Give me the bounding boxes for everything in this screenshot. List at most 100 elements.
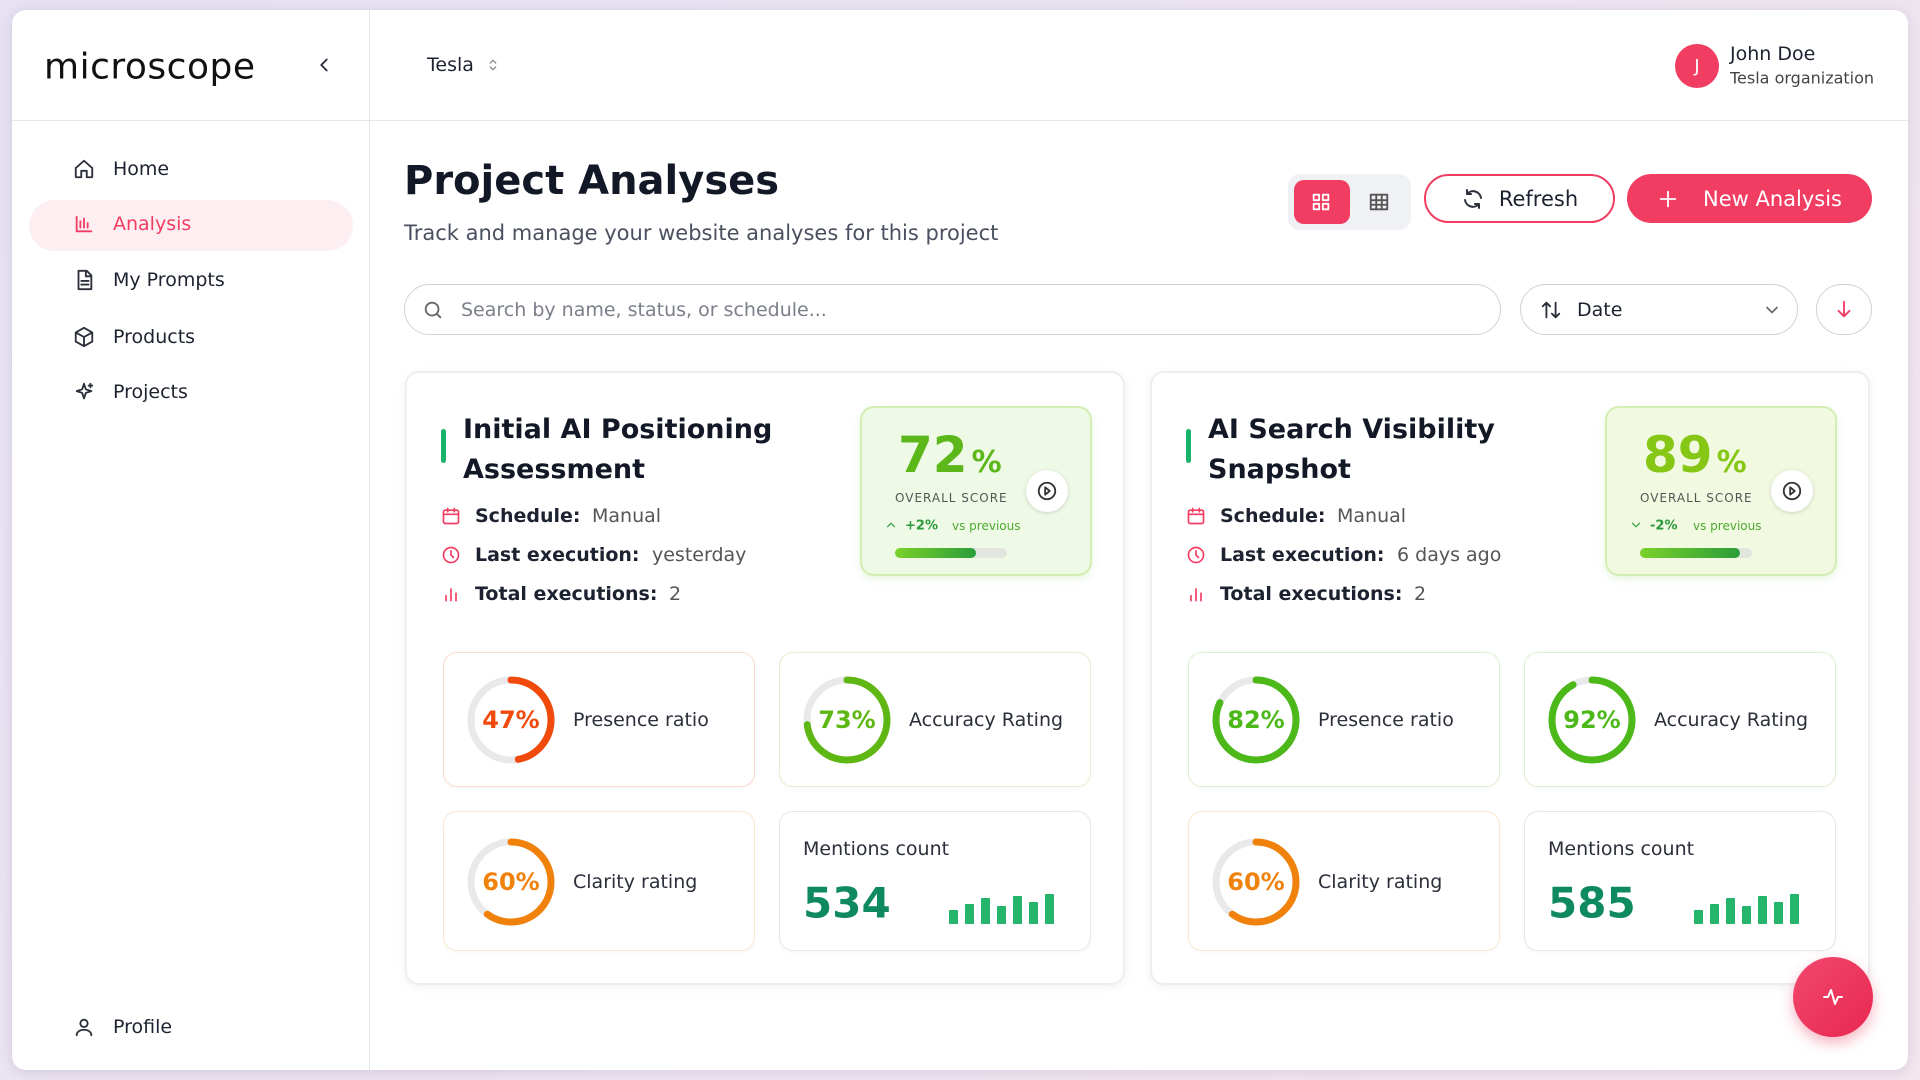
play-button[interactable] (1771, 470, 1813, 512)
accent-bar (441, 429, 446, 463)
refresh-label: Refresh (1498, 186, 1579, 211)
metric-label: Presence ratio (1318, 709, 1454, 731)
search-input[interactable] (404, 284, 1501, 335)
nav-item[interactable]: Home (113, 158, 170, 180)
mentions-spark-bar (981, 898, 990, 924)
ring (1212, 676, 1300, 764)
mentions-spark-bar (965, 904, 974, 924)
score-box: 72% OVERALL SCORE +2% vs previous (860, 406, 1092, 576)
row-icon (1190, 588, 1202, 602)
sort-caret (1766, 306, 1778, 314)
score-label: OVERALL SCORE (1640, 491, 1753, 505)
grid-icon (1312, 193, 1330, 211)
nav-icon (77, 269, 93, 291)
mentions-value: 534 (803, 878, 891, 928)
play-button[interactable] (1026, 470, 1068, 512)
project-selector-caret (489, 59, 497, 71)
mentions-spark-bar (1758, 896, 1767, 924)
sort-select[interactable] (1520, 284, 1798, 335)
refresh-icon (1463, 188, 1482, 209)
score-value: 89 (1643, 426, 1713, 484)
trend-arrow-part (1631, 522, 1641, 528)
score-bar (895, 548, 976, 558)
nav-item[interactable]: Analysis (113, 213, 192, 235)
nav-active-bg (29, 200, 353, 251)
search-icon-part (435, 312, 442, 319)
sort-caret-part (1766, 306, 1778, 314)
mentions-spark-bar (1710, 904, 1719, 924)
score-value-wrap: 89% (1643, 426, 1747, 484)
user-org: Tesla organization (1730, 68, 1875, 88)
app-window: microscope Home Analysis My Prompts Products… (12, 10, 1908, 1070)
card-title: Initial AI Positioning Assessment (463, 414, 773, 485)
play-icon-part (1044, 486, 1051, 496)
row-value: 2 (1414, 583, 1427, 605)
mentions-label: Mentions count (1548, 838, 1695, 860)
row-value: yesterday (652, 544, 747, 566)
profile-icon-part (75, 1028, 93, 1037)
analysis-card[interactable]: Initial AI Positioning Assessment Schedul… (405, 371, 1125, 985)
ring (1212, 838, 1300, 926)
mentions-box: Mentions count 585 (1524, 811, 1836, 951)
profile-icon-part (79, 1018, 89, 1028)
metric-value: 82% (1227, 706, 1285, 734)
profile-link[interactable]: Profile (113, 1016, 173, 1038)
table-view-button-part (1369, 193, 1389, 211)
refresh-button[interactable]: Refresh (1424, 174, 1615, 223)
nav-item[interactable]: My Prompts (113, 269, 225, 291)
mentions-spark-bar (1013, 896, 1022, 924)
row-icon-part (445, 588, 457, 602)
mentions-box: Mentions count 534 (779, 811, 1091, 951)
score-change-note: vs previous (1693, 519, 1762, 533)
sort-direction-icon-part (1837, 300, 1851, 318)
mentions-spark-bar (1774, 902, 1783, 924)
score-label: OVERALL SCORE (895, 491, 1008, 505)
trend-arrow (1631, 522, 1641, 528)
analysis-card[interactable]: AI Search Visibility Snapshot Schedule: Ma… (1150, 371, 1870, 985)
nav-item[interactable]: Projects (113, 381, 188, 403)
nav-item[interactable]: Products (113, 326, 196, 348)
collapse-sidebar (320, 58, 328, 72)
mentions-spark-bar (1029, 902, 1038, 924)
nav-icon-part (74, 159, 94, 179)
row-icon-part (442, 509, 460, 525)
grid-view-button[interactable] (1294, 180, 1350, 224)
ring-value (1212, 838, 1300, 926)
user-avatar: J (1675, 44, 1719, 88)
table-view-button (1369, 193, 1389, 211)
logo: microscope (44, 46, 256, 88)
mentions-spark-bar (1694, 910, 1703, 924)
new-analysis-button[interactable]: New Analysis (1627, 174, 1872, 223)
metric-label: Clarity rating (573, 871, 698, 893)
score-unit: % (971, 445, 1002, 480)
score-change: -2% (1650, 518, 1678, 534)
sort-direction-button[interactable] (1816, 284, 1872, 335)
sort-direction-icon (1837, 300, 1851, 318)
sort-icon (1541, 301, 1561, 319)
metric-label: Accuracy Rating (909, 709, 1064, 731)
row-icon-part (450, 550, 455, 559)
row-value: 6 days ago (1397, 544, 1502, 566)
project-selector[interactable]: Tesla (427, 54, 474, 76)
metric-value: 60% (1227, 868, 1285, 896)
row-icon (442, 507, 460, 525)
search-icon-part (424, 301, 440, 317)
card-title: AI Search Visibility Snapshot (1208, 414, 1495, 485)
table-view-button-part (1369, 193, 1389, 211)
metric-box: 82% Presence ratio (1188, 652, 1500, 787)
nav-icon-part (75, 382, 94, 400)
row-icon-part (1190, 588, 1202, 602)
row-icon-part (442, 507, 460, 516)
score-box: 89% OVERALL SCORE -2% vs previous (1605, 406, 1837, 576)
metric-value: 60% (482, 868, 540, 896)
play-icon (1782, 481, 1802, 501)
collapse-sidebar-part (320, 58, 328, 72)
profile-icon (75, 1018, 93, 1037)
grid-icon-part (1321, 202, 1330, 211)
play-icon (1037, 481, 1057, 501)
play-icon-part (1037, 481, 1057, 501)
activity-fab[interactable] (1793, 957, 1873, 1037)
ring-value (1548, 676, 1636, 764)
nav-icon (75, 382, 94, 400)
